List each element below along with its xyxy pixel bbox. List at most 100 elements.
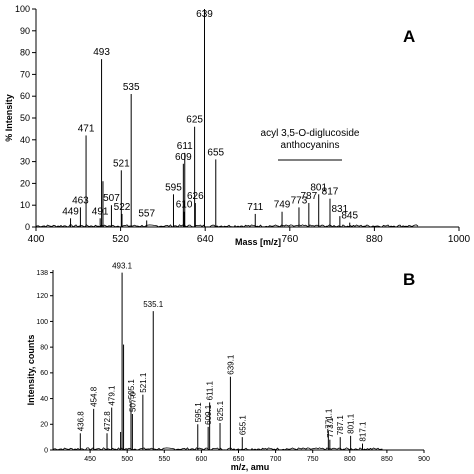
- y-tick-label: 0: [25, 222, 30, 232]
- axes-b: [52, 270, 424, 451]
- panel-b-label: B: [403, 270, 415, 289]
- annotation-line-2: anthocyanins: [281, 140, 340, 151]
- peak-label: 611: [177, 141, 193, 152]
- y-tick-label: 0: [44, 447, 48, 454]
- peak-label: 521.1: [139, 372, 148, 393]
- peak-label: 787.1: [336, 415, 345, 436]
- x-tick-label: 450: [84, 456, 96, 463]
- y-tick-label: 40: [20, 135, 30, 145]
- panel-b: B m/z, amu Intensity, counts 436.8454.84…: [26, 262, 430, 472]
- peak-label: 787: [300, 191, 317, 202]
- peak-label: 493: [93, 47, 110, 58]
- peak-label: 609.1: [204, 404, 213, 425]
- y-tick-label: 80: [40, 344, 48, 351]
- peaks-b: [79, 272, 363, 450]
- peak-label: 773: [291, 195, 308, 206]
- y-tick-label: 100: [15, 4, 30, 14]
- x-tick-label: 650: [233, 456, 245, 463]
- peak-label: 610: [176, 200, 193, 211]
- peak-label: 595.1: [194, 402, 203, 423]
- peak-label: 535.1: [143, 300, 164, 309]
- x-tick-label: 800: [344, 456, 356, 463]
- x-tick-label: 640: [197, 234, 214, 245]
- peak-label: 472.8: [103, 411, 112, 432]
- peak-labels-a: 4494634714914935075215225355575956096106…: [62, 9, 358, 222]
- peak-label: 831: [332, 204, 349, 215]
- x-axis-title-a: Mass [m/z]: [235, 237, 281, 247]
- y-tick-label: 80: [20, 48, 30, 58]
- peak-label: 625.1: [216, 400, 225, 421]
- x-ticks-b: 450 500 550 600 650 700 750 800 850 900: [84, 450, 430, 463]
- peak-label: 801: [310, 182, 327, 193]
- peak-label: 507: [103, 193, 120, 204]
- peak-label: 817.1: [358, 421, 367, 442]
- peak-label: 711: [247, 202, 263, 213]
- peak-label: 505.1: [127, 379, 136, 400]
- y-tick-label: 10: [20, 200, 30, 210]
- y-tick-label: 70: [20, 69, 30, 79]
- peak-label: 507.0: [128, 391, 137, 412]
- peak-label: 639: [196, 9, 213, 20]
- peak-label: 436.8: [76, 411, 85, 432]
- y-tick-label: 60: [40, 370, 48, 377]
- peak-label: 655: [207, 147, 224, 158]
- peak-label: 817: [322, 187, 339, 198]
- y-tick-label: 50: [20, 113, 30, 123]
- x-tick-label: 760: [281, 234, 298, 245]
- x-tick-label: 750: [307, 456, 319, 463]
- peak-label: 557: [138, 208, 155, 219]
- y-tick-label: 90: [20, 26, 30, 36]
- x-tick-label: 600: [196, 456, 208, 463]
- y-tick-label: 40: [40, 396, 48, 403]
- peak-label: 521: [113, 158, 130, 169]
- peak-label: 454.8: [90, 386, 99, 407]
- x-tick-label: 1000: [448, 234, 471, 245]
- y-axis-title-b: Intensity, counts: [26, 335, 36, 406]
- peak-labels-b: 436.8 454.8 472.8 479.1 493.1 505.1507.0521.1…: [76, 262, 367, 442]
- y-tick-label: 120: [36, 293, 48, 300]
- x-tick-label: 550: [158, 456, 170, 463]
- x-tick-label: 520: [112, 234, 129, 245]
- peak-label: 595: [165, 182, 182, 193]
- x-tick-label: 700: [270, 456, 282, 463]
- x-tick-label: 400: [28, 234, 45, 245]
- peak-label: 771.1: [324, 408, 333, 429]
- peak-label: 655.1: [238, 415, 247, 436]
- peak-label: 463: [72, 195, 89, 206]
- y-tick-label: 100: [36, 319, 48, 326]
- peak-label: 491: [92, 206, 109, 217]
- y-tick-label: 30: [20, 157, 30, 167]
- x-ticks-a: 400 520 640 760 880 1000: [28, 227, 471, 245]
- peak-label: 535: [123, 82, 140, 93]
- peaks-a: [70, 9, 351, 227]
- x-tick-label: 880: [366, 234, 383, 245]
- x-axis-title-b: m/z, amu: [231, 462, 270, 472]
- x-tick-label: 900: [418, 456, 430, 463]
- x-tick-label: 850: [381, 456, 393, 463]
- peak-label: 471: [78, 123, 95, 134]
- peak-label: 845: [341, 211, 358, 222]
- peak-label: 801.1: [347, 413, 356, 434]
- y-axis-title-a: % Intensity: [4, 94, 14, 142]
- peak-label: 449: [62, 206, 79, 217]
- y-ticks-b: 0 20 40 60 80 100 120 138: [36, 270, 53, 454]
- peak-label: 522: [114, 202, 131, 213]
- peak-label: 479.1: [108, 385, 117, 406]
- peak-label: 773.1: [326, 417, 335, 438]
- y-tick-label: 20: [40, 422, 48, 429]
- peak-label: 611.1: [206, 380, 215, 400]
- peak-label: 609: [175, 152, 192, 163]
- y-tick-label: 20: [20, 178, 30, 188]
- panel-a-label: A: [403, 27, 415, 46]
- y-ticks-a: 0 10 20 30 40 50 60 70 80 90 100: [15, 4, 36, 232]
- x-tick-label: 500: [121, 456, 133, 463]
- y-tick-label: 138: [36, 270, 48, 277]
- peak-label: 639.1: [226, 354, 235, 375]
- annotation-line-1: acyl 3,5-O-diglucoside: [261, 128, 360, 139]
- y-tick-label: 60: [20, 91, 30, 101]
- peak-label: 626: [187, 191, 204, 202]
- axes-a: [35, 9, 459, 228]
- peak-label: 493.1: [112, 262, 133, 271]
- panel-a: A acyl 3,5-O-diglucoside anthocyanins Ma…: [4, 4, 471, 247]
